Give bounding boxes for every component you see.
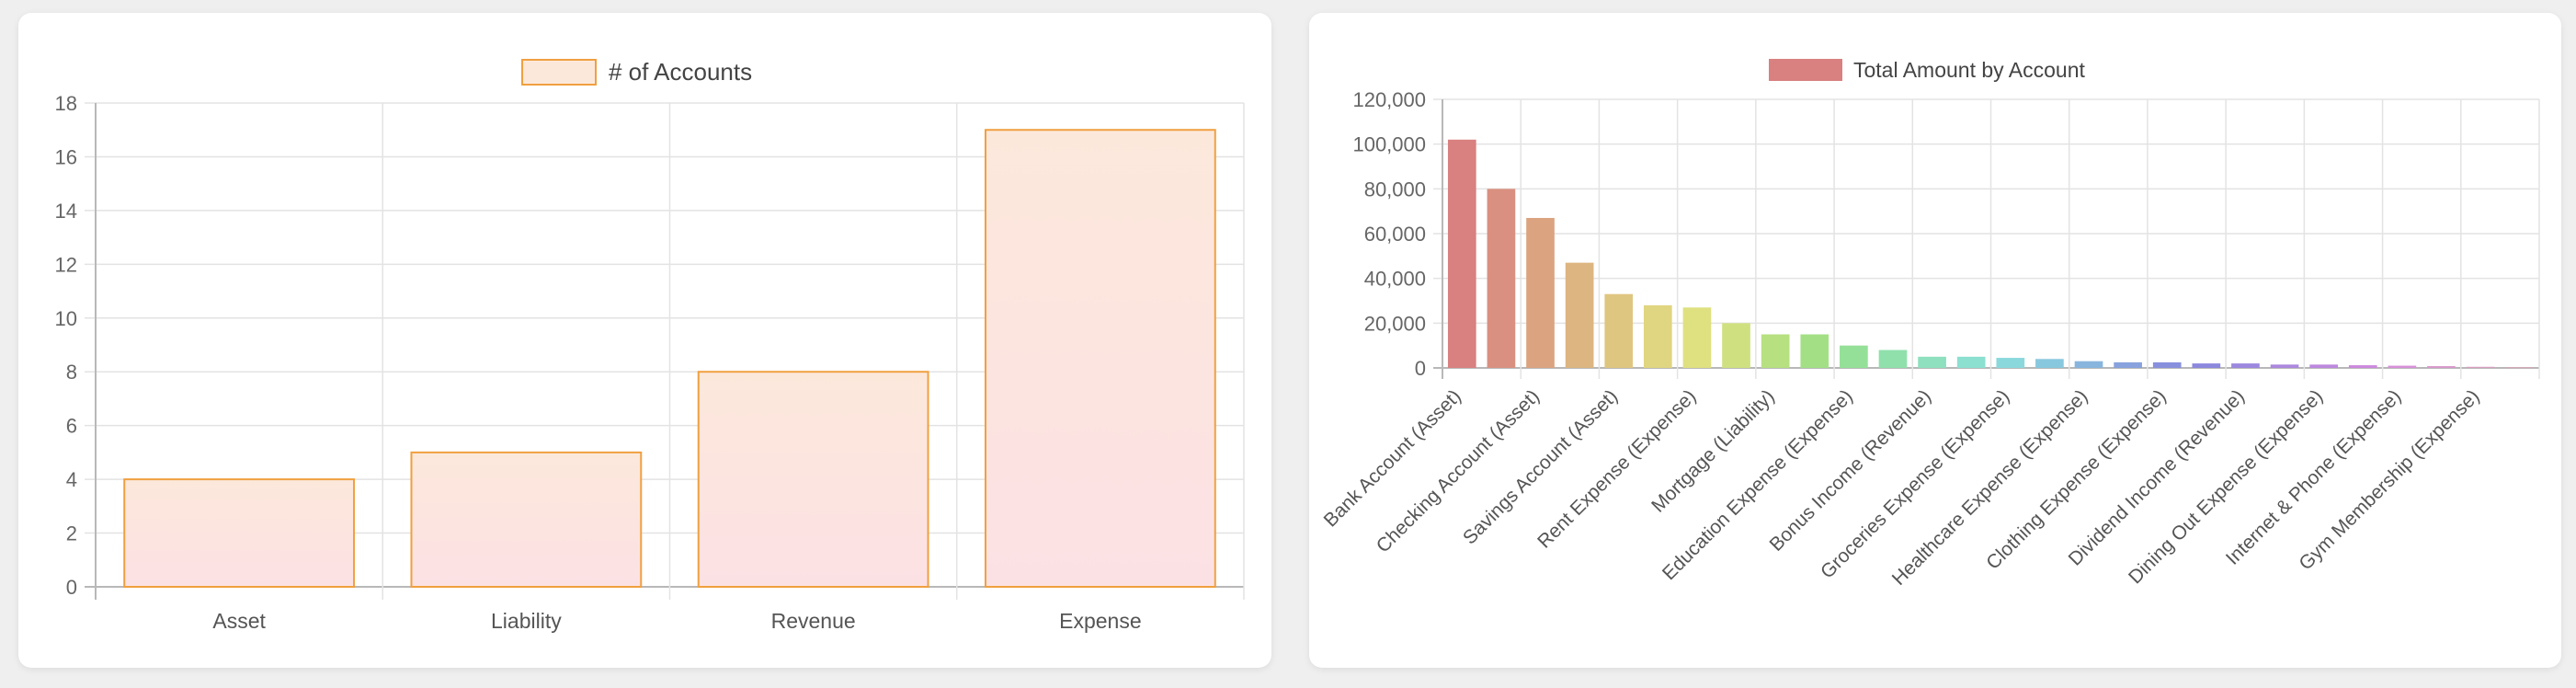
bar <box>1447 139 1476 368</box>
y-tick-label: 20,000 <box>1364 312 1426 335</box>
y-tick-label: 60,000 <box>1364 223 1426 246</box>
y-tick-label: 18 <box>55 92 77 115</box>
bar-expense <box>984 129 1216 588</box>
bar <box>2192 363 2221 368</box>
bar <box>2505 367 2535 369</box>
x-tick-label: Revenue <box>771 609 856 633</box>
bar <box>2427 366 2456 368</box>
bar <box>1526 217 1555 368</box>
x-tick-label: Bank Account (Asset) <box>1320 385 1465 531</box>
y-tick-label: 120,000 <box>1352 88 1426 111</box>
legend-label: # of Accounts <box>609 58 752 86</box>
y-tick-label: 80,000 <box>1364 178 1426 201</box>
x-tick-label: Expense <box>1059 609 1142 633</box>
bar <box>1682 307 1712 368</box>
y-tick-label: 10 <box>55 307 77 330</box>
y-tick-label: 4 <box>66 468 77 491</box>
bar <box>1840 345 1868 368</box>
bar <box>1996 358 2025 368</box>
bar <box>2074 361 2103 368</box>
bar <box>1878 350 1908 368</box>
accounts-count-card: # of Accounts 0 2 4 6 8 10 12 14 16 18 Asset Liabili… <box>18 13 1271 668</box>
y-tick-label: 14 <box>55 200 77 223</box>
total-amount-chart: Total Amount by Account 0 20,000 40,000 60,0… <box>1320 58 2540 590</box>
bar <box>2466 366 2495 368</box>
accounts-count-chart: # of Accounts 0 2 4 6 8 10 12 14 16 18 Asset Liabili… <box>55 58 1245 633</box>
y-tick-label: 0 <box>1415 357 1426 380</box>
y-tick-label: 16 <box>55 145 77 168</box>
y-tick-label: 100,000 <box>1352 133 1426 156</box>
y-tick-label: 8 <box>66 361 77 384</box>
bar <box>2348 365 2377 368</box>
x-tick-label: Rent Expense (Expense) <box>1533 385 1700 552</box>
bar <box>1644 304 1672 368</box>
legend-label: Total Amount by Account <box>1853 58 2085 82</box>
bar <box>2114 361 2142 368</box>
x-tick-label: Checking Account (Asset) <box>1373 385 1544 556</box>
y-tick-label: 40,000 <box>1364 268 1426 291</box>
bar <box>1918 356 1946 368</box>
bar <box>1604 293 1634 368</box>
bar <box>2035 359 2064 368</box>
bar <box>1487 189 1516 368</box>
bar-liability <box>410 451 643 588</box>
x-tick-label: Bonus Income (Revenue) <box>1765 385 1935 556</box>
bar <box>1565 262 1594 368</box>
bar-asset <box>123 478 356 588</box>
y-tick-label: 0 <box>66 576 77 599</box>
bar <box>1761 334 1790 368</box>
bar <box>2270 364 2299 368</box>
bar <box>1956 356 1986 368</box>
bar <box>2309 364 2338 368</box>
bar <box>1800 334 1829 368</box>
x-tick-label: Savings Account (Asset) <box>1459 385 1622 548</box>
bar-revenue <box>697 371 929 588</box>
bar <box>1722 323 1750 368</box>
y-tick-label: 12 <box>55 253 77 276</box>
legend-swatch <box>521 59 597 86</box>
x-tick-label: Asset <box>212 609 266 633</box>
bar <box>2388 365 2417 368</box>
total-amount-card: Total Amount by Account 0 20,000 40,000 60,0… <box>1309 13 2561 668</box>
bar <box>2231 363 2260 368</box>
x-tick-label: Liability <box>491 609 562 633</box>
y-tick-label: 6 <box>66 415 77 438</box>
legend-swatch <box>1769 59 1842 81</box>
bar <box>2152 361 2182 368</box>
y-tick-label: 2 <box>66 522 77 545</box>
